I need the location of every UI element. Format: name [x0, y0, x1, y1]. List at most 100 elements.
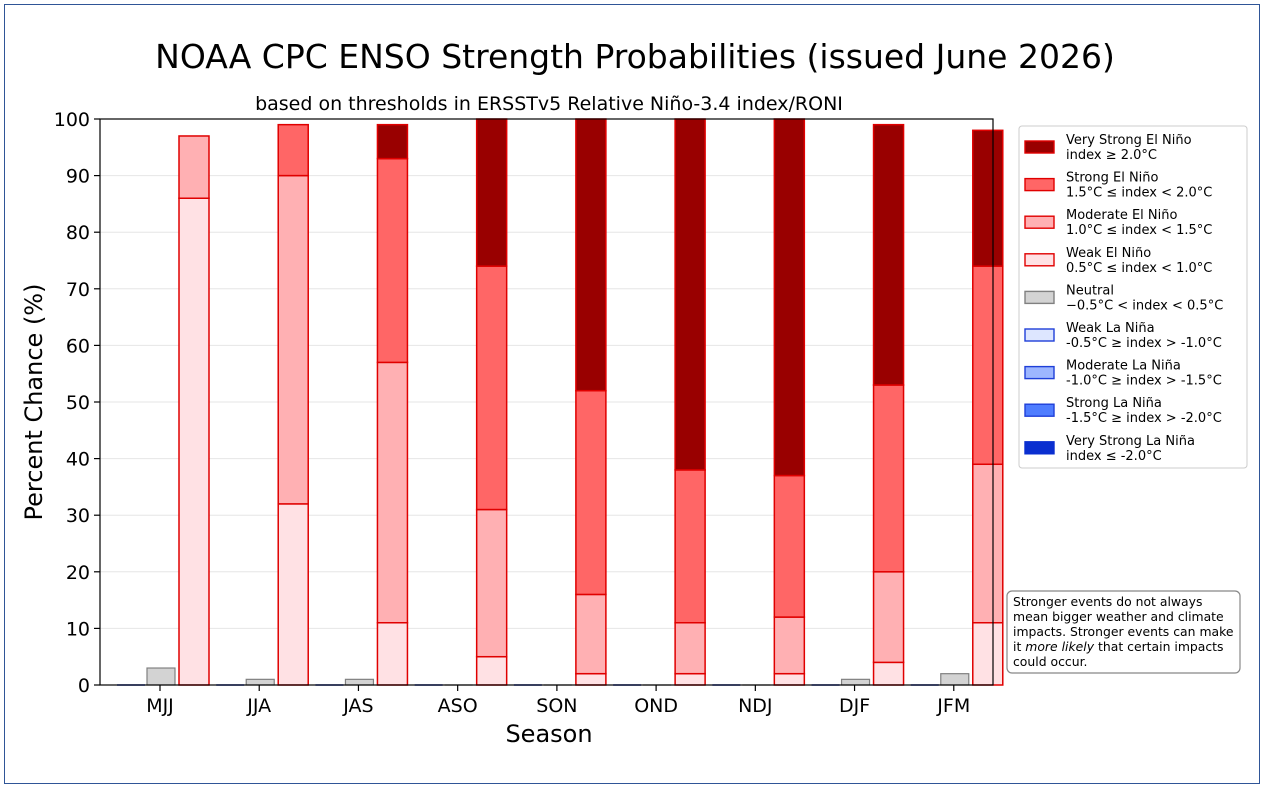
note-frame: [1006, 590, 1241, 674]
el-nino-bar-segment: [575, 672, 607, 686]
el-nino-bar-segment: [178, 197, 210, 686]
el-nino-bar-segment: [376, 361, 409, 624]
legend-range: -1.5°C ≥ index > -2.0°C: [1066, 411, 1222, 426]
neutral-bar: [840, 678, 871, 686]
neutral-bar: [344, 678, 375, 686]
el-nino-bar-segment: [277, 123, 309, 177]
legend-label: Strong La Niña: [1066, 396, 1162, 411]
el-nino-bar-segment: [773, 474, 806, 618]
legend-label: Moderate El Niño: [1066, 208, 1177, 223]
y-tick-label: 60: [66, 335, 90, 357]
note-text: Stronger events do not always mean bigger…: [1013, 594, 1233, 669]
legend-swatch: [1024, 140, 1055, 154]
el-nino-bar-segment: [376, 123, 409, 160]
el-nino-bar-segment: [674, 621, 706, 675]
legend-label: Weak La Niña: [1066, 321, 1155, 336]
legend-label: Neutral: [1066, 283, 1114, 298]
x-axis-label: Season: [505, 720, 592, 748]
y-tick-label: 100: [54, 109, 90, 131]
x-tick-label: NDJ: [738, 695, 772, 717]
y-axis: 0 10 20 30 40 50 60 70 80 90 100: [54, 109, 100, 697]
el-nino-bar-segment: [872, 123, 905, 386]
x-tick-label: ASO: [438, 695, 478, 717]
y-tick-label: 50: [66, 392, 90, 414]
el-nino-bar-segment: [773, 616, 806, 675]
legend-range: -0.5°C ≥ index > -1.0°C: [1066, 336, 1222, 351]
el-nino-bar-segment: [575, 389, 607, 596]
note-box: Stronger events do not always mean bigger…: [1006, 590, 1241, 674]
el-nino-bar-segment: [376, 157, 409, 364]
legend-label: Very Strong La Niña: [1066, 434, 1195, 449]
legend-swatch: [1024, 365, 1055, 380]
legend-box: [1018, 125, 1248, 469]
x-tick-label: SON: [536, 695, 577, 717]
el-nino-bar-segment: [773, 118, 806, 477]
y-tick-label: 0: [78, 675, 90, 697]
x-tick-label: JAS: [342, 695, 373, 717]
el-nino-bar-segment: [674, 118, 706, 471]
legend-swatch: [1024, 215, 1055, 229]
y-axis-label: Percent Chance (%): [20, 284, 48, 521]
el-nino-bar-segment: [972, 129, 1004, 267]
legend-range: index ≤ -2.0°C: [1066, 449, 1162, 464]
el-nino-bar-segment: [575, 593, 607, 675]
legend-swatch: [1024, 328, 1055, 342]
el-nino-bar-segment: [178, 135, 210, 199]
x-tick-label: MJJ: [146, 695, 174, 717]
legend-range: index ≥ 2.0°C: [1066, 148, 1157, 163]
el-nino-bar-segment: [674, 469, 706, 624]
y-tick-label: 40: [66, 449, 90, 471]
el-nino-bar-segment: [972, 265, 1004, 466]
el-nino-bar-segment: [872, 571, 905, 664]
el-nino-bar-segment: [475, 508, 508, 658]
y-tick-label: 20: [66, 562, 90, 584]
x-tick-label: OND: [634, 695, 678, 717]
bars: [117, 118, 1004, 686]
legend-swatch: [1024, 253, 1055, 267]
y-tick-label: 90: [66, 166, 90, 188]
legend-swatch: [1024, 177, 1055, 192]
el-nino-bar-segment: [376, 621, 409, 686]
legend-range: 1.0°C ≤ index < 1.5°C: [1066, 223, 1212, 238]
legend-label: Very Strong El Niño: [1066, 133, 1192, 148]
el-nino-bar-segment: [872, 661, 905, 686]
neutral-bar: [245, 678, 275, 686]
x-tick-label: JJA: [246, 695, 271, 717]
legend-label: Strong El Niño: [1066, 171, 1159, 186]
legend-range: 1.5°C ≤ index < 2.0°C: [1066, 186, 1212, 201]
el-nino-bar-segment: [277, 503, 309, 686]
y-tick-label: 70: [66, 279, 90, 301]
el-nino-bar-segment: [475, 118, 508, 267]
y-tick-label: 80: [66, 222, 90, 244]
el-nino-bar-segment: [872, 384, 905, 573]
el-nino-bar-segment: [575, 118, 607, 392]
el-nino-bar-segment: [773, 672, 806, 686]
legend-label: Moderate La Niña: [1066, 359, 1181, 374]
legend-swatch: [1024, 290, 1055, 305]
y-tick-label: 30: [66, 505, 90, 527]
legend-label: Weak El Niño: [1066, 246, 1151, 261]
legend-range: 0.5°C ≤ index < 1.0°C: [1066, 261, 1212, 276]
legend-swatch: [1024, 441, 1055, 455]
el-nino-bar-segment: [972, 621, 1004, 686]
chart-title: NOAA CPC ENSO Strength Probabilities (is…: [155, 37, 1115, 76]
x-tick-label: JFM: [936, 695, 970, 717]
neutral-bar: [940, 673, 970, 686]
neutral-bar: [146, 667, 176, 686]
legend-range: −0.5°C < index < 0.5°C: [1066, 298, 1223, 313]
chart-subtitle: based on thresholds in ERSSTv5 Relative …: [255, 93, 843, 115]
x-tick-label: DJF: [839, 695, 870, 717]
el-nino-bar-segment: [475, 265, 508, 511]
x-axis: MJJ JJA JAS ASO SON OND NDJ DJF JFM: [146, 685, 970, 717]
gridlines: [100, 118, 993, 686]
el-nino-bar-segment: [475, 655, 508, 686]
legend-range: -1.0°C ≥ index > -1.5°C: [1066, 374, 1222, 389]
chart-frame: [4, 4, 1260, 784]
el-nino-bar-segment: [674, 672, 706, 686]
y-tick-label: 10: [66, 618, 90, 640]
el-nino-bar-segment: [972, 463, 1004, 624]
el-nino-bar-segment: [277, 174, 309, 505]
legend-swatch: [1024, 403, 1055, 417]
